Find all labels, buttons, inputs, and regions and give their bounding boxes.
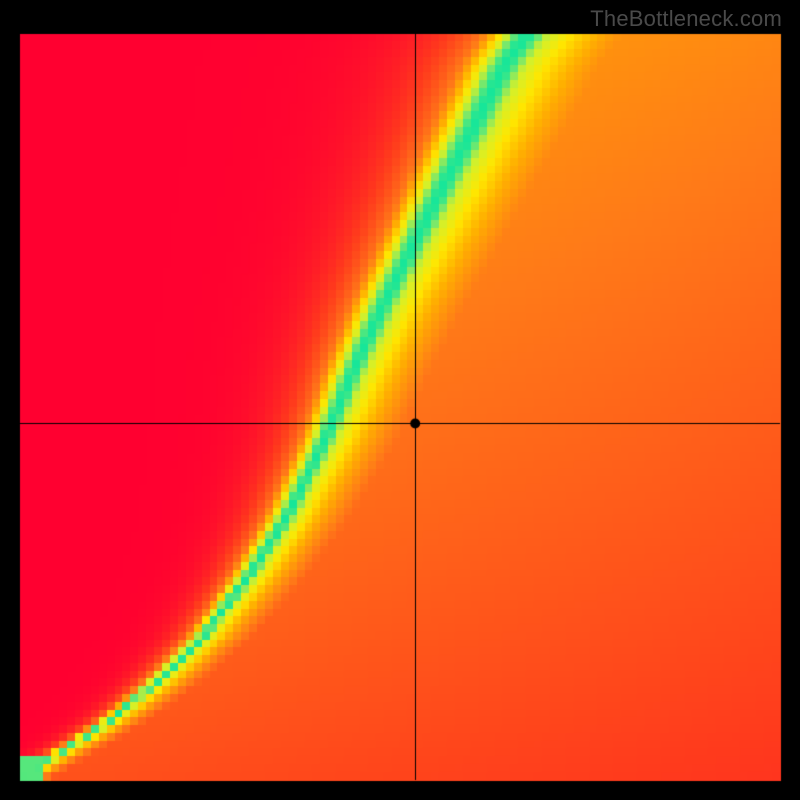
watermark-text: TheBottleneck.com [590, 6, 782, 32]
heatmap-canvas [0, 0, 800, 800]
chart-container: TheBottleneck.com [0, 0, 800, 800]
